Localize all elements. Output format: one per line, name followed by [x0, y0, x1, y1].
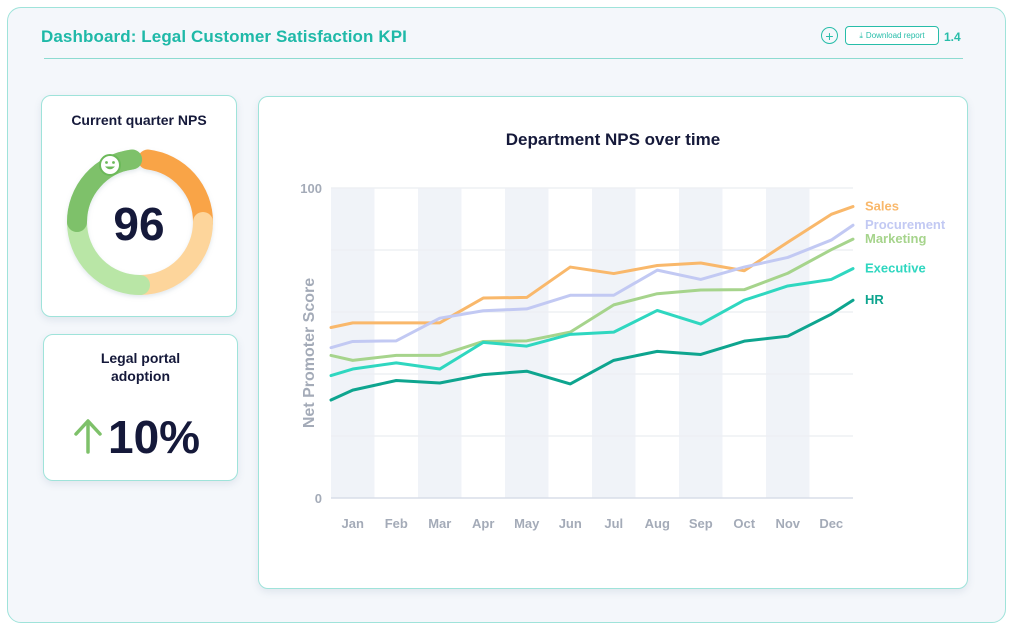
gauge-arc-orange-light — [130, 212, 213, 295]
arrow-up-icon — [74, 419, 102, 454]
nps-gauge — [67, 149, 213, 295]
header-divider — [44, 58, 963, 59]
page-title: Dashboard: Legal Customer Satisfaction K… — [41, 27, 407, 46]
chart-card: Department NPS over time — [258, 96, 968, 589]
adoption-value: 10% — [108, 411, 201, 463]
nps-value: 96 — [113, 198, 165, 250]
adoption-card: Legal portal adoption — [43, 334, 238, 481]
adoption-card-title: Legal portal adoption — [100, 350, 181, 384]
download-icon: ⤓ — [859, 31, 863, 40]
nps-card-title: Current quarter NPS — [71, 112, 207, 128]
download-report-button[interactable]: ⤓ Download report — [845, 26, 939, 45]
download-report-label: Download report — [865, 31, 925, 40]
gauge-arc-orange-dark — [137, 149, 213, 232]
nps-card: Current quarter NPS 96 — [41, 95, 237, 317]
smiley-icon — [99, 154, 121, 176]
plus-icon: + — [825, 28, 834, 44]
chart-title: Department NPS over time — [505, 130, 721, 149]
version-label: 1.4 — [944, 30, 961, 44]
gauge-arc-green-dark — [67, 149, 143, 232]
add-button[interactable]: + — [821, 27, 838, 44]
gauge-arc-green-bottom — [67, 212, 150, 295]
